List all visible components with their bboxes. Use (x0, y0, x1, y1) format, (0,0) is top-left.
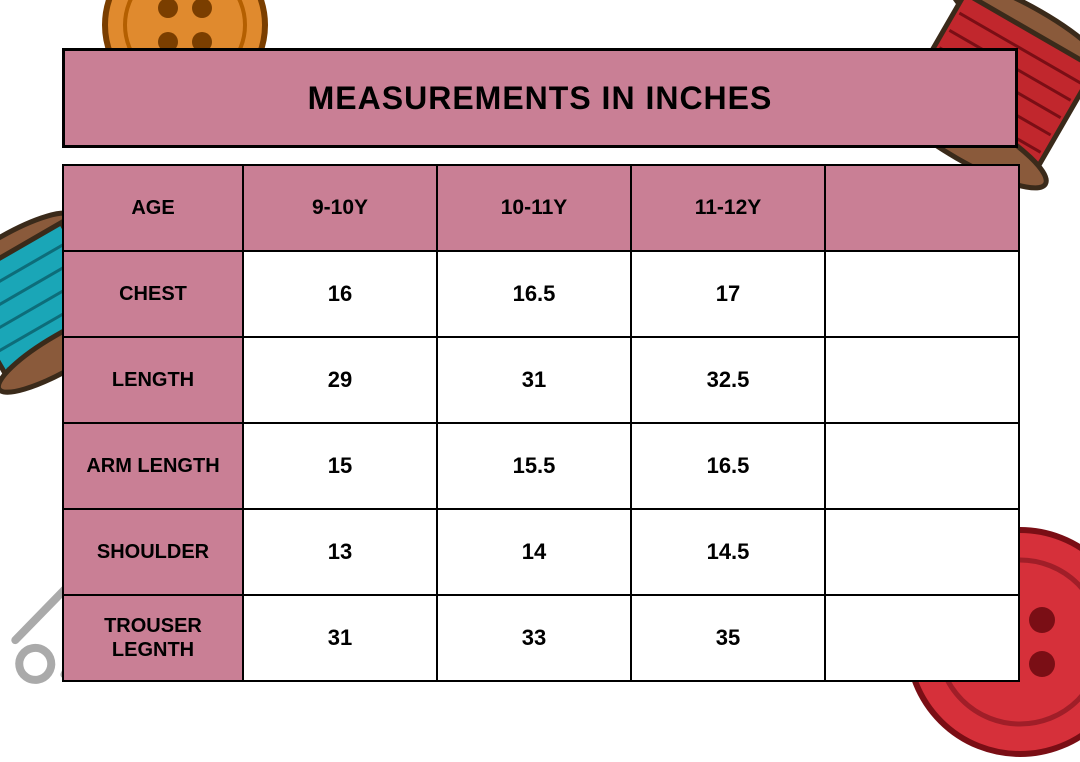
row-label: SHOULDER (63, 509, 243, 595)
table-cell (825, 251, 1019, 337)
row-label: ARM LENGTH (63, 423, 243, 509)
table-row: TROUSER LEGNTH313335 (63, 595, 1019, 681)
table-cell: 16.5 (631, 423, 825, 509)
table-cell: 16 (243, 251, 437, 337)
table-cell: 33 (437, 595, 631, 681)
row-label: CHEST (63, 251, 243, 337)
table-header-row: AGE 9-10Y 10-11Y 11-12Y (63, 165, 1019, 251)
table-cell (825, 337, 1019, 423)
table-cell (825, 595, 1019, 681)
table-cell: 32.5 (631, 337, 825, 423)
table-cell: 17 (631, 251, 825, 337)
table-row: ARM LENGTH1515.516.5 (63, 423, 1019, 509)
table-cell: 31 (243, 595, 437, 681)
table-row: CHEST1616.517 (63, 251, 1019, 337)
table-cell: 14.5 (631, 509, 825, 595)
table-cell: 16.5 (437, 251, 631, 337)
col-header: AGE (63, 165, 243, 251)
table-row: LENGTH293132.5 (63, 337, 1019, 423)
col-header: 10-11Y (437, 165, 631, 251)
table-cell: 29 (243, 337, 437, 423)
row-label: TROUSER LEGNTH (63, 595, 243, 681)
table-cell: 15 (243, 423, 437, 509)
row-label: LENGTH (63, 337, 243, 423)
chart-title: MEASUREMENTS IN INCHES (62, 48, 1018, 148)
table-cell (825, 423, 1019, 509)
size-chart: MEASUREMENTS IN INCHES AGE 9-10Y 10-11Y … (62, 48, 1018, 682)
table-cell (825, 509, 1019, 595)
table-cell: 14 (437, 509, 631, 595)
col-header: 9-10Y (243, 165, 437, 251)
col-header: 11-12Y (631, 165, 825, 251)
table-row: SHOULDER131414.5 (63, 509, 1019, 595)
table-cell: 35 (631, 595, 825, 681)
measurements-table: AGE 9-10Y 10-11Y 11-12Y CHEST1616.517LEN… (62, 164, 1020, 682)
col-header (825, 165, 1019, 251)
table-cell: 15.5 (437, 423, 631, 509)
table-cell: 13 (243, 509, 437, 595)
table-cell: 31 (437, 337, 631, 423)
